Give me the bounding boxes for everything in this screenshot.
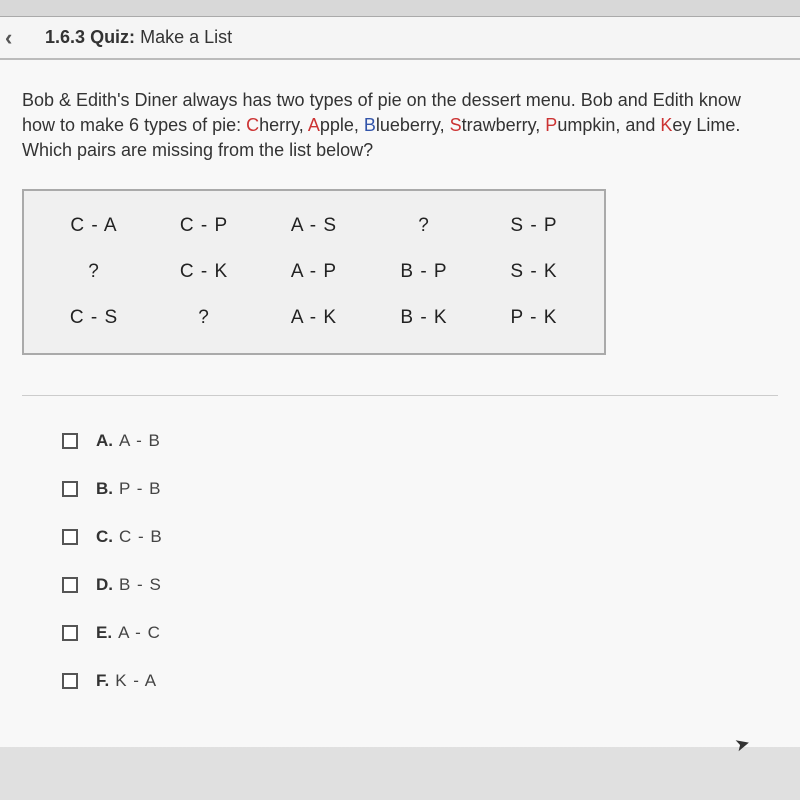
checkbox-icon[interactable]	[62, 625, 78, 641]
option-text: A - C	[118, 623, 161, 643]
option-letter: B.	[96, 479, 113, 499]
table-cell: S - P	[479, 203, 589, 249]
option-text: P - B	[119, 479, 161, 499]
table-cell: B - P	[369, 249, 479, 295]
table-cell: ?	[39, 249, 149, 295]
option-letter: C.	[96, 527, 113, 547]
quiz-header: ‹ 1.6.3 Quiz: Make a List	[0, 17, 800, 60]
table-cell: ?	[369, 203, 479, 249]
table-row: C - AC - PA - S?S - P	[39, 203, 589, 249]
quiz-label: Quiz:	[90, 27, 135, 47]
table-row: C - S?A - KB - KP - K	[39, 295, 589, 341]
table-cell: P - K	[479, 295, 589, 341]
table-cell: B - K	[369, 295, 479, 341]
answer-option[interactable]: A. A - B	[62, 431, 778, 451]
table-cell: C - S	[39, 295, 149, 341]
quiz-number: 1.6.3	[45, 27, 85, 47]
table-cell: A - K	[259, 295, 369, 341]
answer-option[interactable]: B. P - B	[62, 479, 778, 499]
content-area: Bob & Edith's Diner always has two types…	[0, 60, 800, 747]
checkbox-icon[interactable]	[62, 433, 78, 449]
question-text: Bob & Edith's Diner always has two types…	[22, 88, 778, 164]
checkbox-icon[interactable]	[62, 577, 78, 593]
answer-option[interactable]: E. A - C	[62, 623, 778, 643]
answer-option[interactable]: C. C - B	[62, 527, 778, 547]
answer-options: A. A - B B. P - B C. C - B D. B - S E. A - C…	[22, 431, 778, 691]
back-arrow-icon[interactable]: ‹	[5, 25, 12, 51]
option-text: B - S	[119, 575, 162, 595]
table-cell: C - P	[149, 203, 259, 249]
table-cell: A - S	[259, 203, 369, 249]
table-cell: A - P	[259, 249, 369, 295]
divider	[22, 395, 778, 396]
option-text: C - B	[119, 527, 163, 547]
answer-option[interactable]: D. B - S	[62, 575, 778, 595]
answer-option[interactable]: F. K - A	[62, 671, 778, 691]
checkbox-icon[interactable]	[62, 673, 78, 689]
option-text: A - B	[119, 431, 161, 451]
quiz-title: Make a List	[140, 27, 232, 47]
option-letter: E.	[96, 623, 112, 643]
table-cell: C - A	[39, 203, 149, 249]
option-letter: F.	[96, 671, 109, 691]
table-row: ?C - KA - PB - PS - K	[39, 249, 589, 295]
option-letter: D.	[96, 575, 113, 595]
checkbox-icon[interactable]	[62, 529, 78, 545]
table-cell: C - K	[149, 249, 259, 295]
option-text: K - A	[115, 671, 157, 691]
checkbox-icon[interactable]	[62, 481, 78, 497]
option-letter: A.	[96, 431, 113, 451]
table-cell: ?	[149, 295, 259, 341]
table-cell: S - K	[479, 249, 589, 295]
top-bar	[0, 0, 800, 17]
pair-table: C - AC - PA - S?S - P?C - KA - PB - PS -…	[22, 189, 606, 355]
